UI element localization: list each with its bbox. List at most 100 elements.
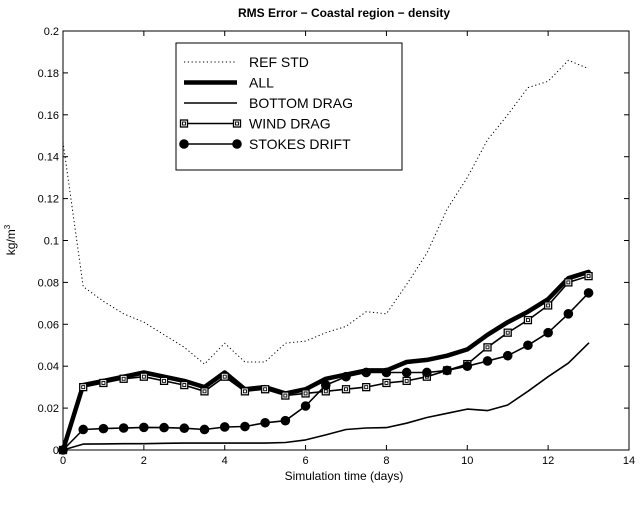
data-point-wind-drag-inner [162,378,167,383]
data-point-stokes-drift [159,422,169,433]
data-point-wind-drag-inner [485,345,490,350]
data-point-wind-drag [584,271,593,281]
x-tick-label: 14 [623,455,635,467]
legend-box [175,42,403,171]
legend: REF STD ALL BOTTOM DRAG WIND DRAG STOKES DRI… [175,42,403,171]
data-point-stokes-drift [320,380,331,390]
data-point-stokes-drift [381,367,392,378]
data-point-wind-drag-inner [182,383,187,388]
y-axis-label: kg/m3 [3,224,18,255]
data-point-wind-drag-inner [525,318,530,323]
data-point-wind-drag [119,374,128,383]
data-point-wind-drag-inner [101,381,106,385]
data-point-stokes-drift [179,423,190,434]
legend-marker-wind-drag-inner [182,121,186,126]
series-line-ref-std [62,59,589,365]
x-tick-label: 8 [383,455,389,467]
series-layer [58,59,594,455]
x-tick-label: 4 [222,455,228,467]
data-point-stokes-drift [58,445,68,455]
data-point-stokes-drift [442,365,452,376]
legend-label-stokes-drift: STOKES DRIFT [249,136,351,152]
legend-marker-wind-drag [232,119,242,128]
data-point-stokes-drift [422,367,432,378]
data-point-wind-drag [220,372,229,381]
x-tick-label: 0 [60,455,66,467]
data-point-stokes-drift [543,327,553,338]
legend-item-wind-drag: WIND DRAG [179,116,331,132]
data-point-stokes-drift [361,367,372,378]
data-point-wind-drag [523,315,533,325]
legend-label-wind-drag: WIND DRAG [249,116,331,132]
y-axis-label-superscript: 3 [3,224,12,229]
data-point-wind-drag [382,378,391,388]
data-point-wind-drag [180,380,189,390]
x-tick-label: 6 [303,455,309,467]
data-point-stokes-drift [199,424,210,435]
series-ref-std [62,59,589,365]
data-point-wind-drag-inner [303,391,308,396]
data-point-wind-drag-inner [81,385,86,390]
data-point-wind-drag-inner [202,389,207,394]
axis-ticks: 0 2 4 6 8 10 12 14 0 0.02 0.04 0.06 0.08 0.1 0.12 0.14 0… [38,26,636,467]
legend-item-all: ALL [184,75,274,91]
data-point-wind-drag-inner [364,385,369,390]
legend-marker-wind-drag [179,119,189,128]
data-point-wind-drag [200,387,209,396]
data-point-stokes-drift [341,371,351,382]
y-tick-label: 0 [53,445,59,457]
legend-label-ref-std: REF STD [249,54,309,70]
data-point-wind-drag-inner [283,393,288,398]
data-point-wind-drag [79,382,88,392]
legend-marker-stokes-drift [232,139,242,149]
y-axis-label-text: kg/m [4,229,18,255]
data-point-stokes-drift [98,423,109,434]
legend-item-bottom-drag: BOTTOM DRAG [184,95,353,111]
data-point-wind-drag [301,389,310,398]
x-tick-label: 10 [461,455,473,467]
series-all [60,269,591,453]
x-axis-label: Simulation time (days) [285,469,404,483]
y-tick-label: 0.04 [38,361,59,373]
data-point-wind-drag [503,328,512,337]
data-point-wind-drag [362,382,371,392]
data-point-wind-drag [240,387,250,396]
data-point-stokes-drift [401,367,412,378]
data-point-wind-drag [139,372,149,381]
legend-marker-wind-drag-inner [235,121,239,126]
data-point-wind-drag-inner [222,374,227,379]
series-stokes-drift [58,288,594,455]
data-point-stokes-drift [219,422,230,432]
series-line-bottom-drag [62,342,590,451]
data-point-wind-drag [483,343,492,352]
data-point-stokes-drift [139,422,149,433]
data-point-wind-drag-inner [586,274,591,279]
data-point-stokes-drift [462,361,473,372]
series-line-all [60,269,591,453]
data-point-wind-drag-inner [566,280,571,285]
data-point-wind-drag [402,376,411,386]
data-point-stokes-drift [482,356,493,366]
x-tick-label: 2 [141,455,147,467]
data-point-wind-drag-inner [242,389,247,394]
chart-title: RMS Error − Coastal region − density [238,6,450,20]
data-point-wind-drag-inner [121,376,126,381]
y-tick-label: 0.2 [44,26,59,38]
y-tick-label: 0.06 [38,319,59,331]
data-point-stokes-drift [260,417,270,428]
legend-marker-stokes-drift [179,139,189,149]
data-point-stokes-drift [523,340,533,351]
y-tick-label: 0.18 [38,68,59,80]
y-tick-label: 0.14 [38,152,59,164]
legend-item-ref-std: REF STD [184,54,309,70]
data-point-stokes-drift [300,401,311,411]
data-point-wind-drag-inner [344,387,348,392]
data-point-wind-drag [281,391,290,400]
data-point-wind-drag [564,278,573,287]
data-point-stokes-drift [563,309,574,319]
data-point-stokes-drift [118,423,129,433]
data-point-stokes-drift [280,415,291,426]
y-tick-label: 0.02 [38,403,59,415]
data-point-wind-drag-inner [404,378,409,383]
